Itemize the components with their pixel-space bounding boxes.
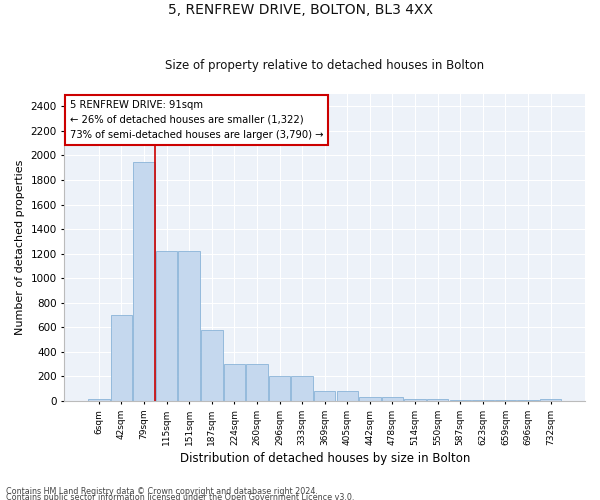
Y-axis label: Number of detached properties: Number of detached properties	[15, 160, 25, 335]
Text: Contains public sector information licensed under the Open Government Licence v3: Contains public sector information licen…	[6, 493, 355, 500]
Bar	[314, 391, 335, 401]
Bar	[495, 400, 516, 401]
Bar	[472, 400, 494, 401]
Bar	[359, 396, 380, 401]
Title: Size of property relative to detached houses in Bolton: Size of property relative to detached ho…	[165, 59, 484, 72]
Bar	[449, 400, 471, 401]
Bar	[337, 391, 358, 401]
Bar	[404, 399, 426, 401]
Bar	[156, 251, 178, 401]
Bar	[178, 251, 200, 401]
Bar	[382, 396, 403, 401]
Bar	[88, 399, 110, 401]
Bar	[224, 364, 245, 401]
Bar	[246, 364, 268, 401]
Bar	[110, 315, 132, 401]
Bar	[517, 400, 539, 401]
X-axis label: Distribution of detached houses by size in Bolton: Distribution of detached houses by size …	[179, 452, 470, 465]
Text: 5 RENFREW DRIVE: 91sqm
← 26% of detached houses are smaller (1,322)
73% of semi-: 5 RENFREW DRIVE: 91sqm ← 26% of detached…	[70, 100, 323, 140]
Bar	[427, 399, 448, 401]
Bar	[292, 376, 313, 401]
Text: Contains HM Land Registry data © Crown copyright and database right 2024.: Contains HM Land Registry data © Crown c…	[6, 487, 318, 496]
Bar	[133, 162, 155, 401]
Bar	[540, 398, 562, 401]
Bar	[201, 330, 223, 401]
Text: 5, RENFREW DRIVE, BOLTON, BL3 4XX: 5, RENFREW DRIVE, BOLTON, BL3 4XX	[167, 2, 433, 16]
Bar	[269, 376, 290, 401]
